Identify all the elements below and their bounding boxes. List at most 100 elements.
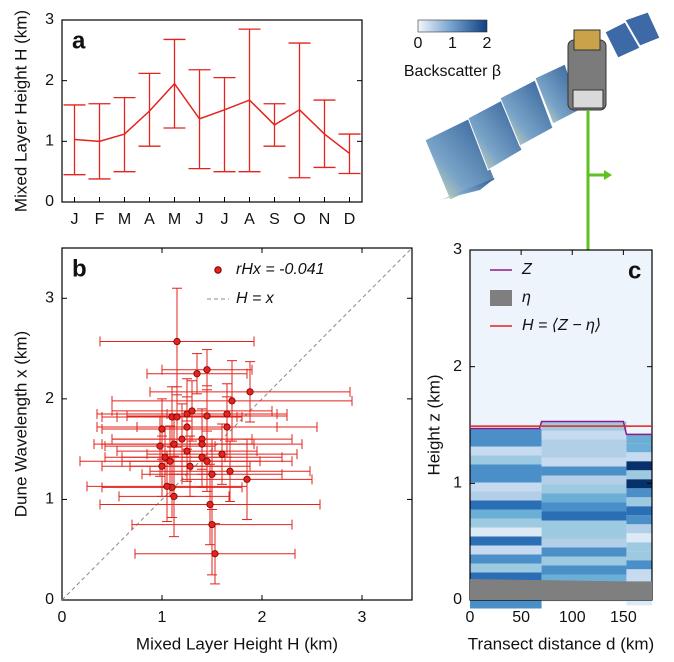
point [203, 457, 211, 465]
legend-swatch [490, 290, 512, 306]
y-tick-label: 1 [453, 475, 462, 492]
y-tick-label: 3 [45, 11, 54, 28]
x-tick-label: 150 [610, 609, 637, 626]
x-tick-label: N [319, 211, 331, 228]
point [186, 462, 194, 470]
point [208, 470, 216, 478]
backscatter-cell [541, 439, 627, 449]
y-axis-label: Height z (km) [424, 374, 443, 475]
x-tick-label: 2 [258, 609, 267, 626]
backscatter-cell [470, 527, 542, 537]
backscatter-cell [626, 569, 652, 579]
backscatter-cell [626, 488, 652, 498]
y-tick-label: 3 [45, 290, 54, 307]
point [161, 453, 169, 461]
backscatter-cell [541, 466, 627, 476]
point [211, 550, 219, 558]
colorbar [417, 19, 488, 33]
x-tick-label: M [168, 211, 181, 228]
point [226, 467, 234, 475]
x-tick-label: S [269, 211, 280, 228]
backscatter-cell [541, 538, 627, 548]
backscatter-cell [470, 563, 542, 573]
y-tick-label: 1 [45, 491, 54, 508]
backscatter-cell [626, 506, 652, 516]
point [208, 520, 216, 529]
y-tick-label: 2 [45, 72, 54, 89]
y-tick-label: 0 [45, 591, 54, 608]
backscatter-cell [626, 443, 652, 453]
backscatter-cell [470, 572, 542, 582]
x-tick-label: 0 [466, 609, 475, 626]
backscatter-cell [626, 542, 652, 552]
colorbar-tick-label: 2 [483, 35, 492, 52]
legend-label: rHx = -0.041 [236, 261, 324, 278]
backscatter-cell [470, 446, 542, 456]
backscatter-cell [470, 473, 542, 483]
point [203, 412, 211, 420]
backscatter-cell [626, 560, 652, 570]
line [470, 420, 652, 436]
backscatter-cell [541, 448, 627, 458]
y-tick-label: 1 [45, 133, 54, 150]
point [228, 397, 236, 405]
backscatter-cell [541, 547, 627, 557]
y-tick-label: 0 [45, 193, 54, 210]
point [223, 423, 231, 431]
x-tick-label: A [244, 211, 255, 228]
backscatter-cell [470, 500, 542, 510]
backscatter-cell [626, 470, 652, 480]
backscatter-cell [541, 457, 627, 467]
backscatter-cell [470, 437, 542, 447]
point [243, 475, 251, 483]
y-axis-label: Dune Wavelength x (km) [11, 331, 30, 517]
satellite [424, 11, 661, 201]
backscatter-cell [626, 533, 652, 543]
backscatter-cell [470, 509, 542, 519]
legend-label: η [522, 289, 531, 306]
x-tick-label: 1 [158, 609, 167, 626]
backscatter-cell [541, 565, 627, 575]
legend-marker [214, 266, 222, 274]
x-tick-label: O [293, 211, 305, 228]
point [198, 453, 206, 461]
backscatter-cell [470, 428, 542, 438]
reference-line [61, 247, 413, 601]
panel-label: a [72, 27, 86, 54]
backscatter-cell [626, 434, 652, 444]
backscatter-cell [541, 475, 627, 485]
point [206, 500, 214, 509]
plot-frame [61, 19, 363, 203]
point [173, 337, 181, 346]
backscatter-cell [470, 599, 542, 609]
backscatter-cell [626, 479, 652, 489]
point [166, 457, 174, 465]
colorbar-tick-label: 0 [414, 35, 423, 52]
point [246, 388, 254, 396]
backscatter-cell [470, 491, 542, 501]
colorbar-label: Backscatter β [404, 63, 501, 80]
y-tick-label: 0 [453, 591, 462, 608]
point [183, 410, 191, 418]
x-tick-label: J [221, 211, 229, 228]
legend-label: H = x [236, 290, 275, 307]
point [218, 450, 226, 458]
x-tick-label: M [118, 211, 131, 228]
point [173, 413, 181, 421]
point [158, 425, 166, 433]
colorbar-tick-label: 1 [448, 35, 457, 52]
y-axis-label: Mixed Layer Height H (km) [11, 10, 30, 212]
backscatter-cell [470, 482, 542, 492]
backscatter-cell [626, 524, 652, 534]
backscatter-cell [541, 529, 627, 539]
backscatter-cell [541, 511, 627, 521]
backscatter-cell [470, 554, 542, 564]
y-tick-label: 2 [453, 358, 462, 375]
backscatter-cell [626, 596, 652, 606]
backscatter-cell [470, 455, 542, 465]
backscatter-cell [541, 520, 627, 530]
point [203, 366, 211, 374]
point [158, 462, 166, 470]
point [170, 492, 178, 501]
backscatter-cell [626, 515, 652, 525]
